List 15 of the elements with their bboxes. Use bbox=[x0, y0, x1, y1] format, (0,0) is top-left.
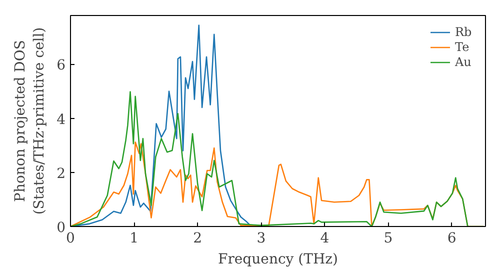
legend-label: Au bbox=[455, 55, 472, 69]
x-tick-label: 4 bbox=[320, 230, 330, 246]
y-tick-label: 0 bbox=[56, 220, 66, 236]
y-tick-label: 4 bbox=[56, 112, 66, 128]
legend-label: Te bbox=[455, 40, 470, 54]
legend-label: Rb bbox=[455, 25, 473, 39]
x-tick-label: 1 bbox=[130, 230, 139, 246]
x-tick-label: 2 bbox=[193, 230, 202, 246]
x-tick-label: 3 bbox=[256, 230, 266, 246]
x-tick-label: 6 bbox=[447, 230, 456, 246]
x-tick-label: 5 bbox=[384, 230, 393, 246]
y-tick-label: 6 bbox=[56, 58, 66, 74]
x-axis-title: Frequency (THz) bbox=[218, 252, 338, 268]
y-axis-title: Phonon projected DOS (States/THz·primitive cell) bbox=[12, 27, 48, 215]
y-tick-label: 2 bbox=[56, 166, 66, 182]
